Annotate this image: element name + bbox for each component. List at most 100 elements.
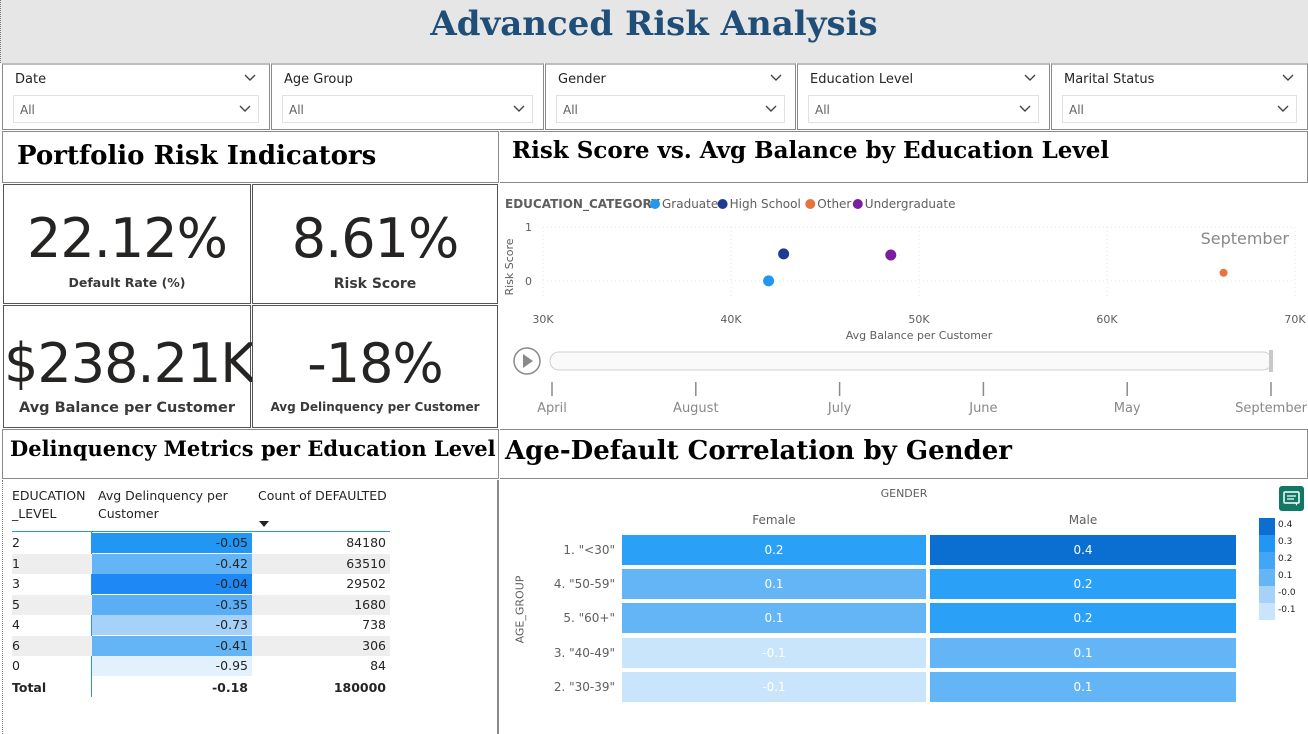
legend-marker <box>852 199 863 209</box>
cell-count-defaulted: 1680 <box>354 596 386 612</box>
play-axis-handle[interactable] <box>1269 350 1273 372</box>
color-scale-label: 0.2 <box>1278 554 1293 564</box>
table-row[interactable]: 0 -0.95 84 <box>12 656 390 676</box>
slicer-label: Gender <box>558 72 606 87</box>
cell-avg-delinquency: -0.05 <box>92 533 252 553</box>
table-row[interactable]: 6 -0.41 306 <box>12 635 390 656</box>
table-row[interactable]: 1 -0.42 63510 <box>12 553 390 574</box>
cell-avg-delinquency: -0.41 <box>92 635 252 656</box>
kpi-value: -18% <box>307 332 444 395</box>
kpi-card-avg-delinquency: -18% Avg Delinquency per Customer <box>252 305 498 428</box>
cell-count-defaulted: 84180 <box>346 535 386 550</box>
slicer-value: All <box>1069 103 1084 117</box>
chevron-down-icon[interactable] <box>1018 102 1032 116</box>
heatmap-column-header: GENDER <box>880 487 928 500</box>
portfolio-title: Portfolio Risk Indicators <box>17 141 377 171</box>
y-tick-label: 1 <box>525 221 532 234</box>
chevron-down-icon[interactable] <box>769 71 783 85</box>
kpi-caption: Default Rate (%) <box>68 275 186 290</box>
heatmap-row-label: 2. "30-39" <box>553 679 615 694</box>
heatmap-cell[interactable]: -0.1 <box>622 671 926 702</box>
scatter-point[interactable] <box>885 249 897 261</box>
slicer-marital-status[interactable]: Marital Status All <box>1051 63 1308 130</box>
x-tick-label: 30K <box>532 313 554 326</box>
scatter-point[interactable] <box>1219 268 1228 277</box>
timeline-label[interactable]: April <box>537 401 567 416</box>
slicer-gender[interactable]: Gender All <box>545 63 796 130</box>
heatmap-row-label: 3. "40-49" <box>553 645 615 660</box>
x-tick-label: 40K <box>720 313 742 326</box>
heatmap-cell[interactable]: 0.1 <box>930 671 1236 702</box>
heatmap-title-panel: Age-Default Correlation by Gender <box>500 429 1308 479</box>
color-scale-swatch <box>1259 586 1275 603</box>
table-row[interactable]: 3 -0.04 29502 <box>12 574 390 594</box>
slicer-label: Education Level <box>810 72 914 87</box>
slicer-label: Age Group <box>284 72 353 87</box>
heatmap-row-label: 1. "<30" <box>563 543 615 557</box>
column-header-education-level[interactable]: EDUCATION _LEVEL <box>12 488 86 521</box>
heatmap-cell[interactable]: 0.4 <box>930 535 1236 565</box>
play-button[interactable] <box>513 347 541 375</box>
timeline-label[interactable]: September <box>1235 401 1308 416</box>
slicer-dropdown[interactable]: All <box>13 95 259 123</box>
heatmap-cell[interactable]: 0.1 <box>622 603 926 634</box>
table-row[interactable]: 2 -0.05 84180 <box>12 533 390 553</box>
timeline-label[interactable]: August <box>673 401 719 416</box>
timeline-label[interactable]: July <box>827 401 852 416</box>
scatter-point[interactable] <box>778 248 790 260</box>
x-tick-label: 50K <box>908 313 930 326</box>
cell-education-level: Total <box>12 679 47 695</box>
timeline-label[interactable]: May <box>1114 401 1141 416</box>
slicer-dropdown[interactable]: All <box>556 95 785 123</box>
slicer-date[interactable]: Date All <box>2 63 270 130</box>
table-row[interactable]: 5 -0.35 1680 <box>12 594 390 615</box>
heatmap-cell[interactable]: -0.1 <box>622 637 926 668</box>
legend-item[interactable]: Undergraduate <box>852 197 956 211</box>
chevron-down-icon[interactable] <box>243 71 257 85</box>
legend-marker <box>650 199 660 209</box>
kpi-card-default-rate: 22.12% Default Rate (%) <box>3 184 251 304</box>
column-header-avg-delinquency[interactable]: Avg Delinquency per Customer <box>98 488 228 521</box>
slicer-label: Marital Status <box>1064 72 1155 87</box>
slicer-education-level[interactable]: Education Level All <box>797 63 1050 130</box>
chevron-down-icon[interactable] <box>764 102 778 116</box>
heatmap-cell[interactable]: 0.1 <box>622 569 926 600</box>
chevron-down-icon[interactable] <box>1023 71 1037 85</box>
cell-education-level: 1 <box>12 555 20 571</box>
cell-avg-delinquency: -0.35 <box>92 594 252 615</box>
heatmap-cell[interactable]: 0.2 <box>930 569 1236 600</box>
heatmap-row-label: 4. "50-59" <box>553 577 615 592</box>
table-total-row[interactable]: Total -0.18 180000 <box>12 678 390 698</box>
delinquency-table[interactable]: EDUCATION _LEVEL Avg Delinquency per Cus… <box>12 487 390 699</box>
color-scale-label: -0.1 <box>1278 605 1296 615</box>
heatmap-cell[interactable]: 0.2 <box>930 603 1236 634</box>
cell-count-defaulted: 84 <box>370 658 386 673</box>
table-row[interactable]: 4 -0.73 738 <box>12 615 390 635</box>
play-axis-track[interactable] <box>549 351 1273 371</box>
chevron-down-icon[interactable] <box>1276 102 1290 116</box>
slicer-dropdown[interactable]: All <box>282 95 533 123</box>
legend-item[interactable]: High School <box>717 197 801 211</box>
cell-avg-delinquency: -0.04 <box>92 574 252 594</box>
cell-count-defaulted: 63510 <box>346 555 386 571</box>
chevron-down-icon[interactable] <box>238 102 252 116</box>
scatter-point[interactable] <box>763 275 775 287</box>
chevron-down-icon[interactable] <box>512 102 526 116</box>
legend-item[interactable]: Graduate <box>650 197 718 211</box>
slicer-dropdown[interactable]: All <box>808 95 1039 123</box>
legend-item[interactable]: Other <box>805 197 851 211</box>
chevron-down-icon[interactable] <box>1281 71 1295 85</box>
column-header-count-defaulted[interactable]: Count of DEFAULTED <box>258 488 387 503</box>
slicer-age-group[interactable]: Age Group All <box>271 63 544 130</box>
heatmap-cell[interactable]: 0.2 <box>622 535 926 565</box>
kpi-caption: Avg Balance per Customer <box>19 400 235 416</box>
timeline-label[interactable]: June <box>968 401 997 416</box>
sort-descending-icon[interactable] <box>258 520 270 528</box>
legend-label: Undergraduate <box>865 197 956 211</box>
kpi-value: $238.21K <box>4 332 256 395</box>
heatmap-cell[interactable]: 0.1 <box>930 637 1236 668</box>
smart-narrative-icon[interactable] <box>1279 486 1304 511</box>
scatter-chart[interactable]: EDUCATION_CATEGORY Graduate High School Oth… <box>500 184 1308 428</box>
color-scale-swatch <box>1259 535 1275 552</box>
slicer-dropdown[interactable]: All <box>1062 95 1297 123</box>
